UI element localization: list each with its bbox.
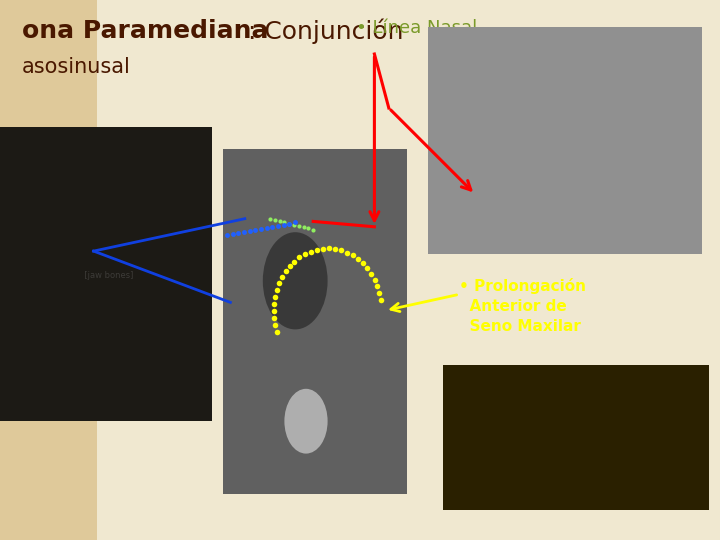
Text: [jaw bones]: [jaw bones] <box>79 271 134 280</box>
Bar <box>0 127 212 421</box>
Text: ■: ■ <box>22 235 37 253</box>
Text: ona Paramediana: ona Paramediana <box>22 19 268 43</box>
Bar <box>0 0 97 540</box>
Text: Escotadura
Nasal: Escotadura Nasal <box>47 235 143 267</box>
Ellipse shape <box>284 389 328 454</box>
Bar <box>443 364 709 510</box>
Text: • Línea Nasal: • Línea Nasal <box>356 19 477 37</box>
Bar <box>223 148 407 494</box>
Bar <box>428 27 702 254</box>
Text: asosinusal: asosinusal <box>22 57 130 77</box>
Ellipse shape <box>263 232 328 329</box>
Text: • Prolongación
  Anterior de
  Seno Maxilar: • Prolongación Anterior de Seno Maxilar <box>459 278 586 334</box>
Text: : Conjunción: : Conjunción <box>248 19 404 44</box>
